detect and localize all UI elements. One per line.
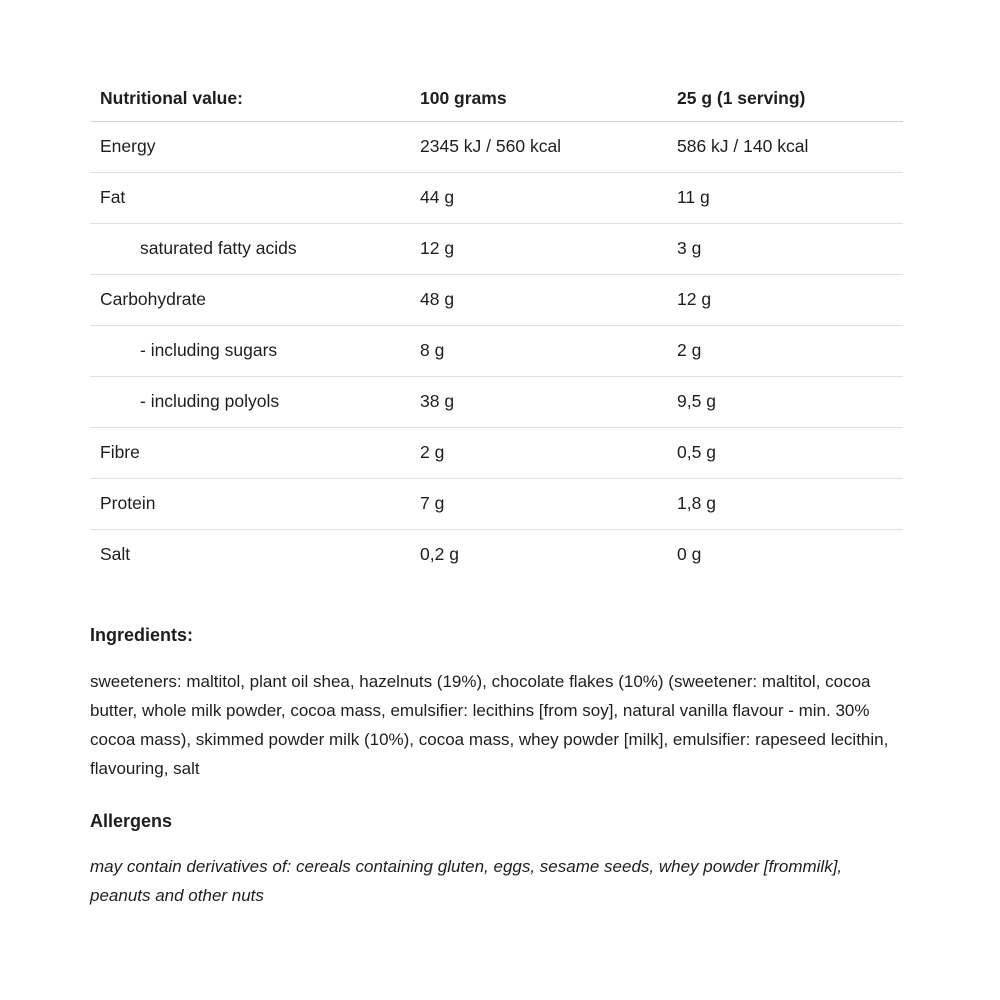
value-per-100g: 0,2 g [420, 544, 459, 565]
table-row-protein: Protein 7 g 1,8 g [90, 478, 903, 530]
table-row-including-polyols: - including polyols 38 g 9,5 g [90, 376, 903, 428]
ingredients-text: sweeteners: maltitol, plant oil shea, ha… [90, 672, 889, 778]
value-per-serving: 0,5 g [677, 427, 903, 479]
column-header-100-grams: 100 grams [420, 76, 677, 122]
table-row-saturated-fatty-acids: saturated fatty acids 12 g 3 g [90, 223, 903, 275]
row-label: - including sugars [90, 325, 420, 377]
value-per-serving: 9,5 g [677, 376, 903, 428]
ingredients-heading: Ingredients: [90, 625, 194, 645]
value-per-100g: 48 g [420, 274, 677, 326]
value-per-100g: 2 g [420, 427, 677, 479]
value-per-serving: 0 g [677, 544, 702, 565]
value-per-serving: 12 g [677, 274, 903, 326]
value-per-serving: 11 g [677, 172, 903, 224]
table-row-carbohydrate: Carbohydrate 48 g 12 g [90, 274, 903, 326]
value-per-serving: 3 g [677, 223, 903, 275]
allergens-text: may contain derivatives of: cereals cont… [90, 857, 843, 905]
value-per-100g: 2345 kJ / 560 kcal [420, 121, 677, 173]
row-label: Fibre [90, 427, 420, 479]
row-label: Carbohydrate [90, 274, 420, 326]
row-label: Salt [100, 544, 131, 565]
table-row-including-sugars: - including sugars 8 g 2 g [90, 325, 903, 377]
row-label: Fat [90, 172, 420, 224]
row-label: Energy [90, 121, 420, 173]
allergens-heading: Allergens [90, 811, 173, 831]
row-label: - including polyols [90, 376, 420, 428]
value-per-100g: 7 g [420, 478, 677, 530]
table-row-salt: Salt 0,2 g 0 g [90, 529, 903, 580]
table-row-fibre: Fibre 2 g 0,5 g [90, 427, 903, 479]
row-label: saturated fatty acids [90, 223, 420, 275]
value-per-100g: 8 g [420, 325, 677, 377]
row-label: Protein [90, 478, 420, 530]
value-per-100g: 38 g [420, 376, 677, 428]
nutrition-table: Nutritional value: 100 grams 25 g (1 ser… [90, 76, 903, 580]
value-per-serving: 2 g [677, 325, 903, 377]
value-per-serving: 1,8 g [677, 478, 903, 530]
column-header-nutritional-value: Nutritional value: [90, 76, 420, 122]
table-row-fat: Fat 44 g 11 g [90, 172, 903, 224]
value-per-100g: 12 g [420, 223, 677, 275]
value-per-serving: 586 kJ / 140 kcal [677, 121, 903, 173]
column-header-serving: 25 g (1 serving) [677, 76, 903, 122]
table-row-energy: Energy 2345 kJ / 560 kcal 586 kJ / 140 k… [90, 121, 903, 173]
table-header-row: Nutritional value: 100 grams 25 g (1 ser… [90, 76, 903, 122]
value-per-100g: 44 g [420, 172, 677, 224]
